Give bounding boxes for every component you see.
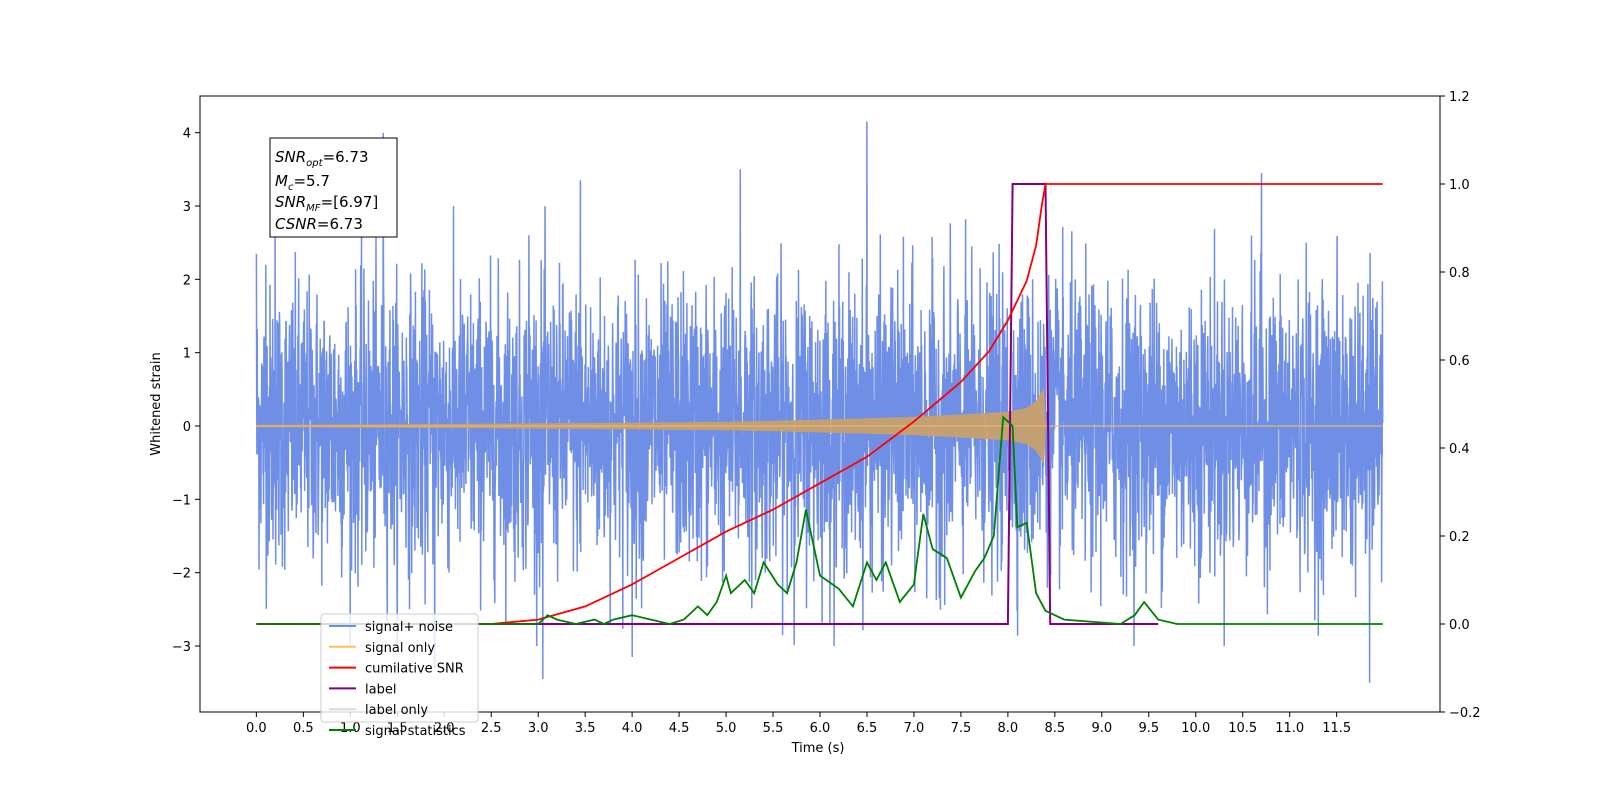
annotation-line-snr-opt: SNRopt=6.73 xyxy=(275,148,369,169)
x-tick-label: 0.0 xyxy=(246,721,267,736)
x-tick-label: 9.0 xyxy=(1091,721,1112,736)
annotation-line-snr-mf: SNRMF=[6.97] xyxy=(275,193,378,214)
legend-label: signal+ noise xyxy=(365,620,453,635)
x-tick-label: 3.0 xyxy=(528,721,549,736)
series-signal-statistics xyxy=(256,415,1383,625)
x-tick-label: 4.5 xyxy=(669,721,690,736)
y2-tick-label: 0.8 xyxy=(1449,266,1470,281)
x-tick-label: 10.0 xyxy=(1181,721,1210,736)
x-tick-label: 6.0 xyxy=(810,721,831,736)
x-tick-label: 8.5 xyxy=(1045,721,1066,736)
legend-label: cumilative SNR xyxy=(365,662,464,677)
annotation-line-csnr: CSNR=6.73 xyxy=(275,215,363,233)
y-tick-label: −2 xyxy=(172,567,191,582)
y-axis-label: Whitened strain xyxy=(149,352,164,455)
x-tick-label: 7.0 xyxy=(904,721,925,736)
y-tick-label: 4 xyxy=(183,127,191,142)
annotation-line-mc: Mc=5.7 xyxy=(275,172,330,193)
y2-tick-label: 0.6 xyxy=(1449,354,1470,369)
x-tick-label: 9.5 xyxy=(1138,721,1159,736)
annotation-box: SNRopt=6.73 Mc=5.7 SNRMF=[6.97] CSNR=6.7… xyxy=(269,137,398,238)
series-cumulative-snr xyxy=(256,183,1383,625)
x-tick-label: 6.5 xyxy=(857,721,878,736)
x-tick-label: 0.5 xyxy=(293,721,314,736)
y2-tick-label: 1.2 xyxy=(1449,90,1470,105)
legend-box xyxy=(320,613,479,723)
x-tick-label: 11.5 xyxy=(1322,721,1351,736)
x-tick-label: 2.0 xyxy=(434,721,455,736)
y2-tick-label: 0.2 xyxy=(1449,530,1470,545)
y2-tick-label: −0.2 xyxy=(1449,706,1481,721)
series-label xyxy=(256,183,1159,625)
y2-axis-ticks: −0.2 0.0 0.2 0.4 0.6 0.8 1.0 1.2 xyxy=(1440,90,1481,721)
y-axis-ticks: −3 −2 −1 0 1 2 3 4 xyxy=(172,127,200,655)
y2-tick-label: 1.0 xyxy=(1449,178,1470,193)
y-tick-label: 0 xyxy=(183,420,191,435)
x-tick-label: 8.0 xyxy=(998,721,1019,736)
x-tick-label: 1.5 xyxy=(387,721,408,736)
legend-label: signal only xyxy=(365,641,435,656)
y-tick-label: 1 xyxy=(183,347,191,362)
x-tick-label: 3.5 xyxy=(575,721,596,736)
y-tick-label: 2 xyxy=(183,273,191,288)
x-tick-label: 10.5 xyxy=(1228,721,1257,736)
x-tick-label: 5.5 xyxy=(763,721,784,736)
x-tick-label: 5.0 xyxy=(716,721,737,736)
x-axis-label: Time (s) xyxy=(791,741,845,756)
y-tick-label: 3 xyxy=(183,200,191,215)
legend-label: signal statistics xyxy=(365,724,466,739)
legend: signal+ noise signal only cumilative SNR la… xyxy=(320,613,479,739)
series-signal-noise xyxy=(255,121,1384,683)
x-tick-label: 4.0 xyxy=(622,721,643,736)
x-tick-label: 11.0 xyxy=(1275,721,1304,736)
x-tick-label: 1.0 xyxy=(340,721,361,736)
x-tick-label: 7.5 xyxy=(951,721,972,736)
y-tick-label: −3 xyxy=(172,640,191,655)
legend-label: label only xyxy=(365,703,428,718)
y2-tick-label: 0.4 xyxy=(1449,442,1470,457)
legend-label: label xyxy=(365,682,396,697)
y2-tick-label: 0.0 xyxy=(1449,618,1470,633)
x-tick-label: 2.5 xyxy=(481,721,502,736)
x-axis-ticks: 0.0 0.5 1.0 1.5 2.0 2.5 3.0 3.5 4.0 4.5 5.0 5.5 6.0 6… xyxy=(246,712,1351,736)
y-tick-label: −1 xyxy=(172,493,191,508)
